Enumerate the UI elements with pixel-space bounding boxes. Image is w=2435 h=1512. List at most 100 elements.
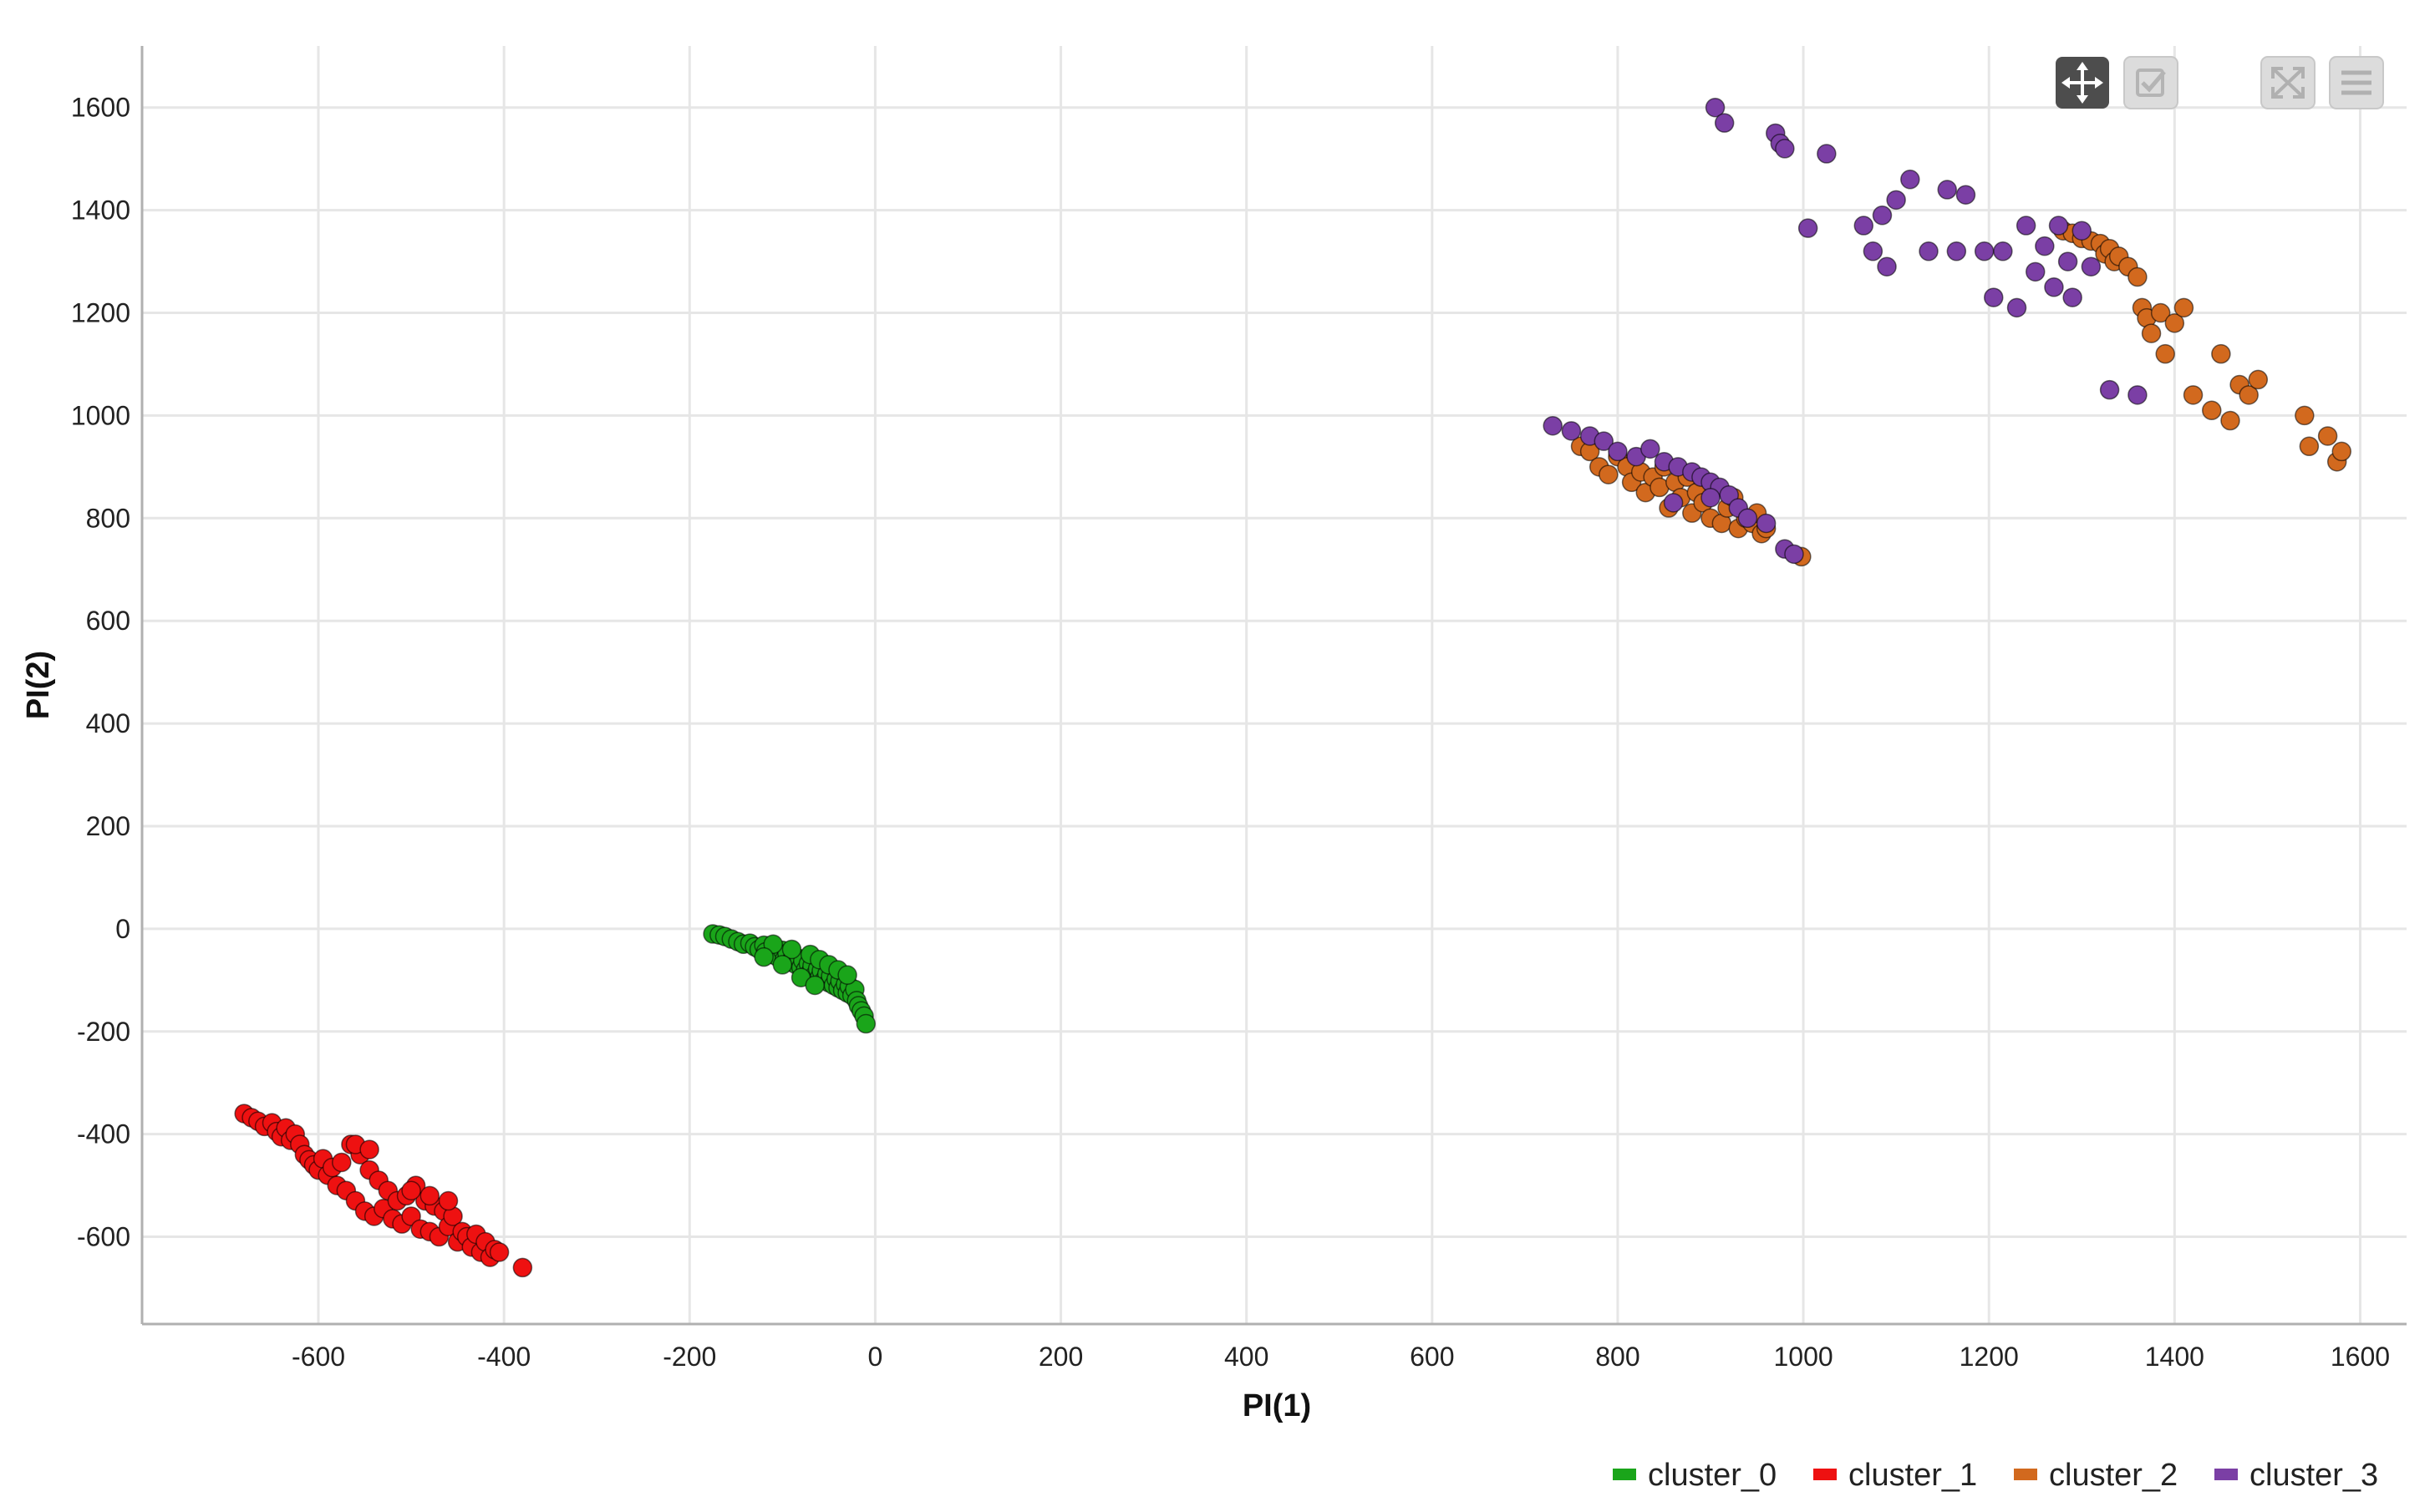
x-tick-label: 1200: [1960, 1342, 2019, 1372]
legend-label: cluster_3: [2249, 1458, 2378, 1493]
data-point[interactable]: [781, 939, 802, 960]
fit-to-screen-icon[interactable]: [2260, 56, 2316, 109]
data-point[interactable]: [1900, 170, 1920, 190]
data-point[interactable]: [1886, 190, 1906, 211]
data-point[interactable]: [754, 946, 774, 967]
data-point[interactable]: [1594, 431, 1614, 451]
data-point[interactable]: [1784, 544, 1804, 565]
data-point[interactable]: [1737, 508, 1758, 529]
data-point[interactable]: [2099, 379, 2120, 400]
data-point[interactable]: [772, 955, 793, 975]
data-point[interactable]: [2025, 261, 2046, 282]
data-point[interactable]: [1608, 441, 1628, 462]
pan-arrows-icon[interactable]: [2056, 57, 2109, 109]
data-point[interactable]: [1663, 493, 1684, 513]
data-point[interactable]: [2057, 251, 2078, 271]
chart-toolbar: [2056, 56, 2384, 109]
data-point[interactable]: [1640, 439, 1660, 459]
data-point[interactable]: [2035, 236, 2055, 256]
data-point[interactable]: [1599, 464, 1619, 485]
data-point[interactable]: [512, 1257, 533, 1278]
data-point[interactable]: [1984, 287, 2004, 307]
data-point[interactable]: [2164, 313, 2185, 333]
hamburger-menu-icon[interactable]: [2329, 56, 2384, 109]
data-point[interactable]: [1974, 241, 1995, 261]
data-point[interactable]: [1543, 415, 1563, 436]
data-point[interactable]: [2202, 400, 2222, 421]
legend-swatch: [1613, 1469, 1636, 1480]
data-point[interactable]: [1946, 241, 1967, 261]
data-point[interactable]: [2006, 297, 2027, 318]
data-point[interactable]: [2127, 385, 2148, 405]
x-tick-label: 1000: [1773, 1342, 1833, 1372]
data-point[interactable]: [2295, 405, 2315, 426]
x-tick-labels: -600 -400 -200 0 200 400 600 800 1000 1200 1400 160…: [292, 1342, 2390, 1372]
data-point[interactable]: [2211, 343, 2231, 364]
legend-item[interactable]: cluster_2: [2014, 1458, 2178, 1493]
data-point[interactable]: [2239, 385, 2259, 405]
data-point[interactable]: [359, 1139, 379, 1159]
y-tick-label: 1000: [71, 400, 130, 430]
data-point[interactable]: [438, 1190, 459, 1211]
data-point[interactable]: [2183, 385, 2204, 405]
data-point[interactable]: [2173, 297, 2194, 318]
data-point[interactable]: [1561, 421, 1582, 441]
data-point[interactable]: [1877, 256, 1897, 277]
series-cluster_1: [234, 1104, 533, 1278]
data-point[interactable]: [2081, 256, 2102, 277]
data-point[interactable]: [1700, 487, 1721, 508]
data-point[interactable]: [2127, 266, 2148, 287]
data-point[interactable]: [2317, 426, 2338, 446]
data-point[interactable]: [805, 975, 825, 996]
data-point[interactable]: [419, 1185, 440, 1206]
data-point[interactable]: [2248, 369, 2269, 390]
select-checkbox-icon[interactable]: [2123, 56, 2178, 109]
data-point[interactable]: [1714, 113, 1735, 133]
data-point[interactable]: [2220, 410, 2240, 431]
data-point[interactable]: [1955, 185, 1976, 205]
legend-item[interactable]: cluster_1: [1813, 1458, 1977, 1493]
data-point[interactable]: [2044, 277, 2064, 297]
data-point[interactable]: [837, 965, 857, 985]
data-point[interactable]: [1863, 241, 1883, 261]
data-point[interactable]: [1853, 216, 1874, 236]
x-tick-label: 800: [1595, 1342, 1639, 1372]
data-point[interactable]: [2141, 323, 2162, 343]
data-point[interactable]: [401, 1180, 421, 1200]
data-point[interactable]: [1937, 180, 1957, 200]
data-point[interactable]: [1919, 241, 1939, 261]
data-point[interactable]: [2331, 441, 2352, 462]
data-points: [234, 97, 2352, 1278]
series-cluster_3: [1543, 97, 2148, 565]
data-point[interactable]: [2155, 343, 2175, 364]
data-point[interactable]: [2048, 216, 2069, 236]
data-point[interactable]: [1872, 205, 1893, 226]
x-tick-label: -600: [292, 1342, 345, 1372]
legend-item[interactable]: cluster_0: [1613, 1458, 1777, 1493]
data-point[interactable]: [2016, 216, 2036, 236]
data-point[interactable]: [2150, 302, 2171, 323]
y-tick-label: -400: [77, 1119, 130, 1149]
legend-label: cluster_2: [2049, 1458, 2178, 1493]
legend-item[interactable]: cluster_3: [2214, 1458, 2378, 1493]
data-point[interactable]: [489, 1242, 510, 1262]
x-tick-label: -200: [663, 1342, 716, 1372]
y-axis-title: PI(2): [21, 651, 56, 719]
x-tick-label: 400: [1224, 1342, 1268, 1372]
data-point[interactable]: [2072, 221, 2092, 241]
data-point[interactable]: [1993, 241, 2013, 261]
data-point[interactable]: [1756, 513, 1777, 534]
data-point[interactable]: [2062, 287, 2082, 307]
data-point[interactable]: [2299, 436, 2320, 457]
data-point[interactable]: [1817, 144, 1837, 164]
x-tick-label: 200: [1039, 1342, 1083, 1372]
x-tick-label: 600: [1410, 1342, 1454, 1372]
data-point[interactable]: [856, 1013, 877, 1034]
x-tick-label: 0: [868, 1342, 883, 1372]
data-point[interactable]: [1797, 218, 1818, 238]
data-point[interactable]: [1775, 139, 1795, 159]
data-point[interactable]: [1705, 97, 1726, 118]
x-tick-label: -400: [477, 1342, 531, 1372]
data-point[interactable]: [332, 1152, 352, 1173]
